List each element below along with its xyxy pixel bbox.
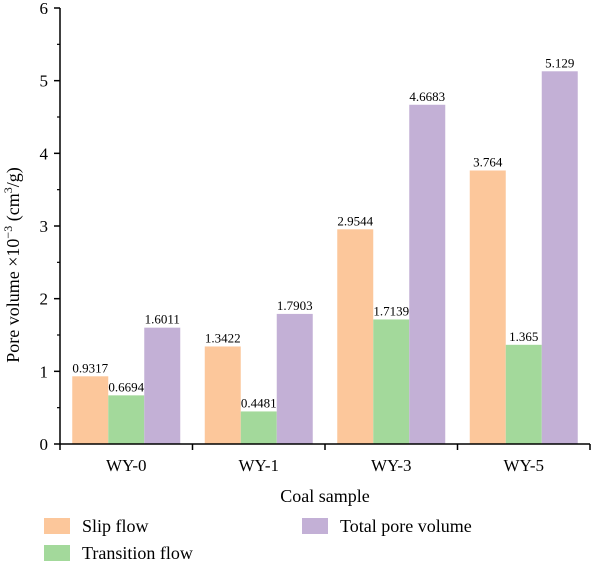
y-tick-label: 2 (40, 290, 49, 309)
data-label-wy-5-series-1: 3.764 (473, 154, 503, 169)
bar-wy-3-series-3 (409, 104, 446, 444)
bar-wy-5-series-3 (541, 71, 578, 444)
x-tick-label-wy-3: WY-3 (371, 456, 412, 475)
y-tick-label: 1 (40, 362, 49, 381)
legend-swatch-series-1 (44, 518, 70, 534)
data-label-wy-1-series-2: 0.4481 (241, 395, 277, 410)
y-tick-label: 6 (40, 0, 49, 18)
data-label-wy-1-series-3: 1.7903 (277, 298, 313, 313)
x-ticks-group: WY-0 WY-1 WY-3 WY-5 (59, 444, 591, 475)
data-label-wy-0-series-3: 1.6011 (145, 312, 180, 327)
y-tick-label: 3 (40, 217, 49, 236)
legend-swatch-series-3 (302, 518, 328, 534)
bar-wy-1-series-3 (276, 313, 313, 444)
x-tick-label-wy-1: WY-1 (238, 456, 279, 475)
y-axis-label: Pore volume ×10−3 (cm3/g) (1, 167, 24, 362)
data-label-wy-1-series-1: 1.3422 (205, 330, 241, 345)
bars-group (72, 71, 578, 444)
legend-label-series-3: Total pore volume (340, 516, 472, 536)
bar-wy-5-series-2 (505, 344, 542, 444)
bar-wy-1-series-1 (204, 346, 241, 444)
bar-wy-3-series-2 (373, 319, 410, 444)
bar-wy-0-series-1 (72, 376, 109, 444)
legend: Slip flow Transition flow Total pore volum… (44, 516, 472, 563)
legend-label-series-1: Slip flow (82, 516, 149, 536)
data-label-wy-3-series-1: 2.9544 (337, 213, 373, 228)
legend-swatch-series-2 (44, 545, 70, 561)
x-tick-label-wy-0: WY-0 (106, 456, 147, 475)
x-tick-label-wy-5: WY-5 (503, 456, 544, 475)
data-label-wy-5-series-2: 1.365 (509, 329, 538, 344)
x-axis-label: Coal sample (280, 486, 369, 506)
bar-wy-0-series-2 (108, 395, 145, 444)
data-label-wy-3-series-2: 1.7139 (373, 303, 409, 318)
bar-wy-0-series-3 (144, 327, 181, 444)
data-label-wy-5-series-3: 5.129 (545, 55, 574, 70)
bar-wy-1-series-2 (240, 411, 277, 444)
bar-wy-5-series-1 (469, 170, 506, 444)
data-label-wy-3-series-3: 4.6683 (409, 89, 445, 104)
bar-wy-3-series-1 (337, 229, 374, 444)
legend-label-series-2: Transition flow (82, 543, 193, 563)
y-ticks-group: 0 1 2 3 4 5 6 (40, 0, 60, 454)
y-tick-label: 4 (40, 144, 49, 163)
y-tick-label: 0 (40, 435, 49, 454)
y-tick-label: 5 (40, 72, 49, 91)
data-label-wy-0-series-2: 0.6694 (108, 379, 144, 394)
data-label-wy-0-series-1: 0.9317 (72, 360, 108, 375)
